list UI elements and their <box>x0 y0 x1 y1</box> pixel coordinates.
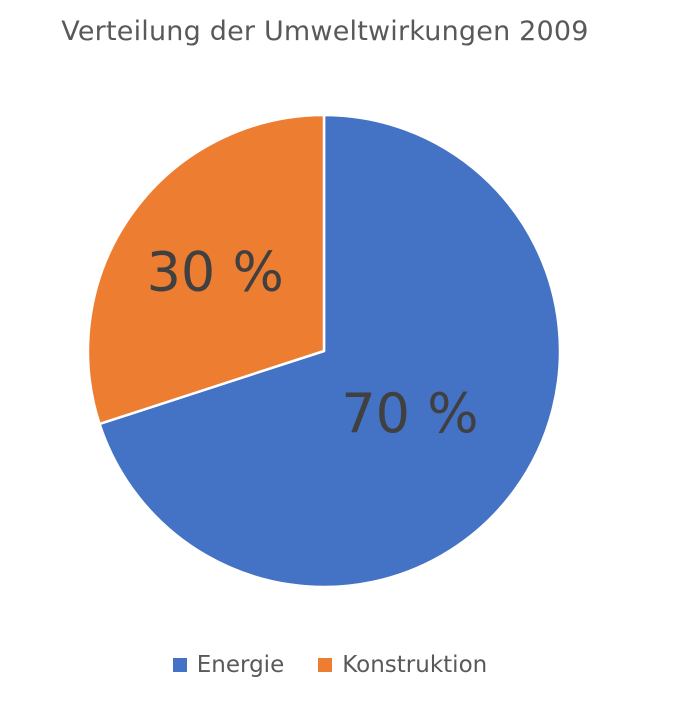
legend-entry-konstruktion: Konstruktion <box>318 652 487 678</box>
legend-swatch-konstruktion <box>318 658 333 672</box>
pie-slices <box>86 113 562 589</box>
legend-swatch-energie <box>172 658 187 672</box>
legend-entry-energie: Energie <box>172 652 285 678</box>
chart-legend: Energie Konstruktion <box>0 652 660 678</box>
data-label-energie: 70 % <box>341 382 478 445</box>
legend-label-konstruktion: Konstruktion <box>342 652 488 678</box>
legend-label-energie: Energie <box>196 652 285 678</box>
pie-slice-energie <box>98 113 562 589</box>
data-label-konstruktion: 30 % <box>147 240 284 303</box>
pie-data-labels: 70 % 30 % <box>147 240 479 444</box>
pie-slice-konstruktion <box>86 113 326 426</box>
chart-title: Verteilung der Umweltwirkungen 2009 <box>61 16 589 47</box>
